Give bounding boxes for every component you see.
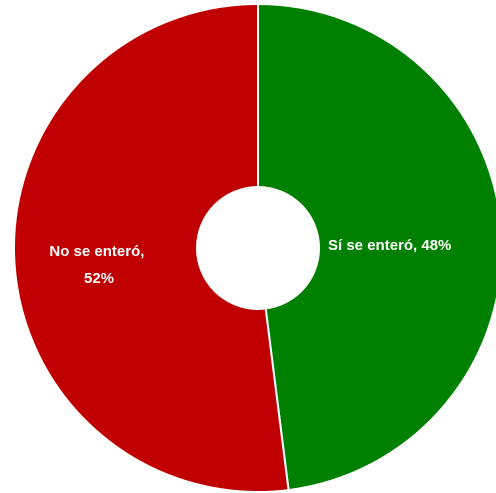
label-no-se-entero-line1: No se enteró, xyxy=(49,243,144,260)
label-si-se-entero: Sí se enteró, 48% xyxy=(328,237,451,254)
label-no-se-entero-line2: 52% xyxy=(84,270,114,287)
donut-hole xyxy=(196,186,320,310)
slice-no-se-enteró xyxy=(13,2,290,493)
slice-sí-se-enteró xyxy=(257,2,496,492)
slices-layer xyxy=(13,2,496,493)
label-no-se-entero: No se enteró, 52% xyxy=(49,243,148,287)
